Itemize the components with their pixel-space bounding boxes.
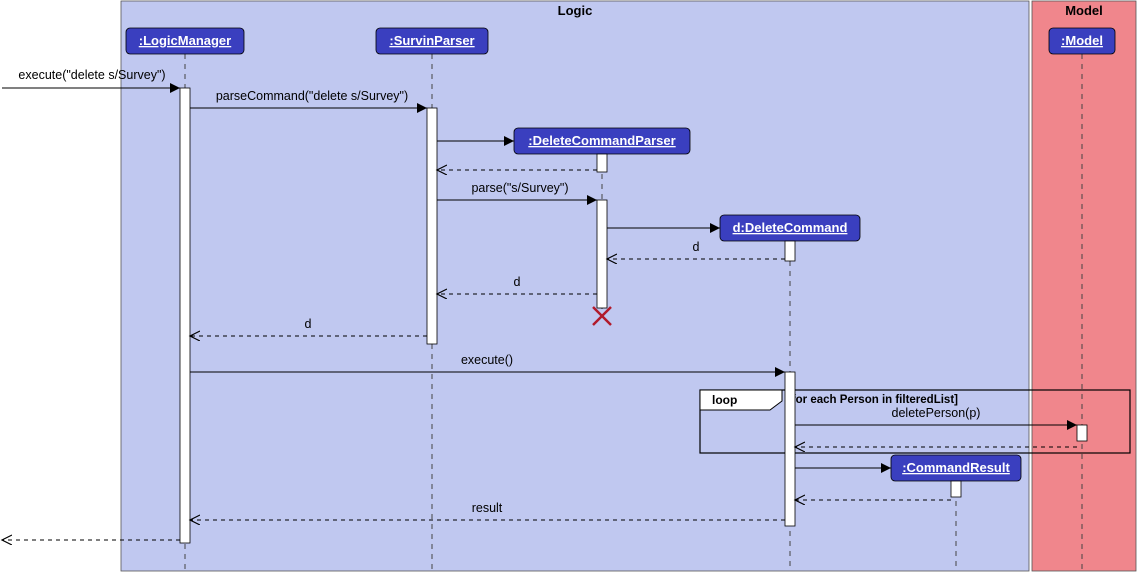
activation-delCmd-create [785, 241, 795, 261]
sequence-diagram: Logic Model :LogicManager :SurvinParser :Del… [0, 0, 1138, 572]
region-model [1032, 1, 1136, 571]
activation-delCmd-exec [785, 372, 795, 526]
message-label-8: d [305, 317, 312, 331]
activation-parser [427, 108, 437, 344]
participant-label-dcp: :DeleteCommandParser [528, 133, 675, 148]
participant-label-cmdRes: :CommandResult [902, 460, 1010, 475]
activation-dcp-create [597, 154, 607, 172]
region-logic [121, 1, 1029, 571]
participant-label-logicMgr: :LogicManager [139, 33, 231, 48]
activation-dcp-parse [597, 200, 607, 308]
message-label-1: parseCommand("delete s/Survey") [216, 89, 408, 103]
message-label-4: parse("s/Survey") [471, 181, 568, 195]
region-title-logic: Logic [558, 3, 593, 18]
message-label-9: execute() [461, 353, 513, 367]
activation-model [1077, 425, 1087, 441]
message-label-10: deletePerson(p) [892, 406, 981, 420]
participant-label-model: :Model [1061, 33, 1103, 48]
participant-label-parser: :SurvinParser [389, 33, 474, 48]
participant-label-delCmd: d:DeleteCommand [733, 220, 848, 235]
loop-guard: [for each Person in filteredList] [788, 394, 958, 406]
activation-logicMgr [180, 88, 190, 543]
region-title-model: Model [1065, 3, 1103, 18]
message-label-6: d [693, 240, 700, 254]
message-label-7: d [514, 275, 521, 289]
loop-label: loop [712, 393, 737, 407]
activation-cmdRes [951, 481, 961, 497]
message-label-0: execute("delete s/Survey") [18, 68, 165, 82]
message-label-14: result [472, 501, 503, 515]
